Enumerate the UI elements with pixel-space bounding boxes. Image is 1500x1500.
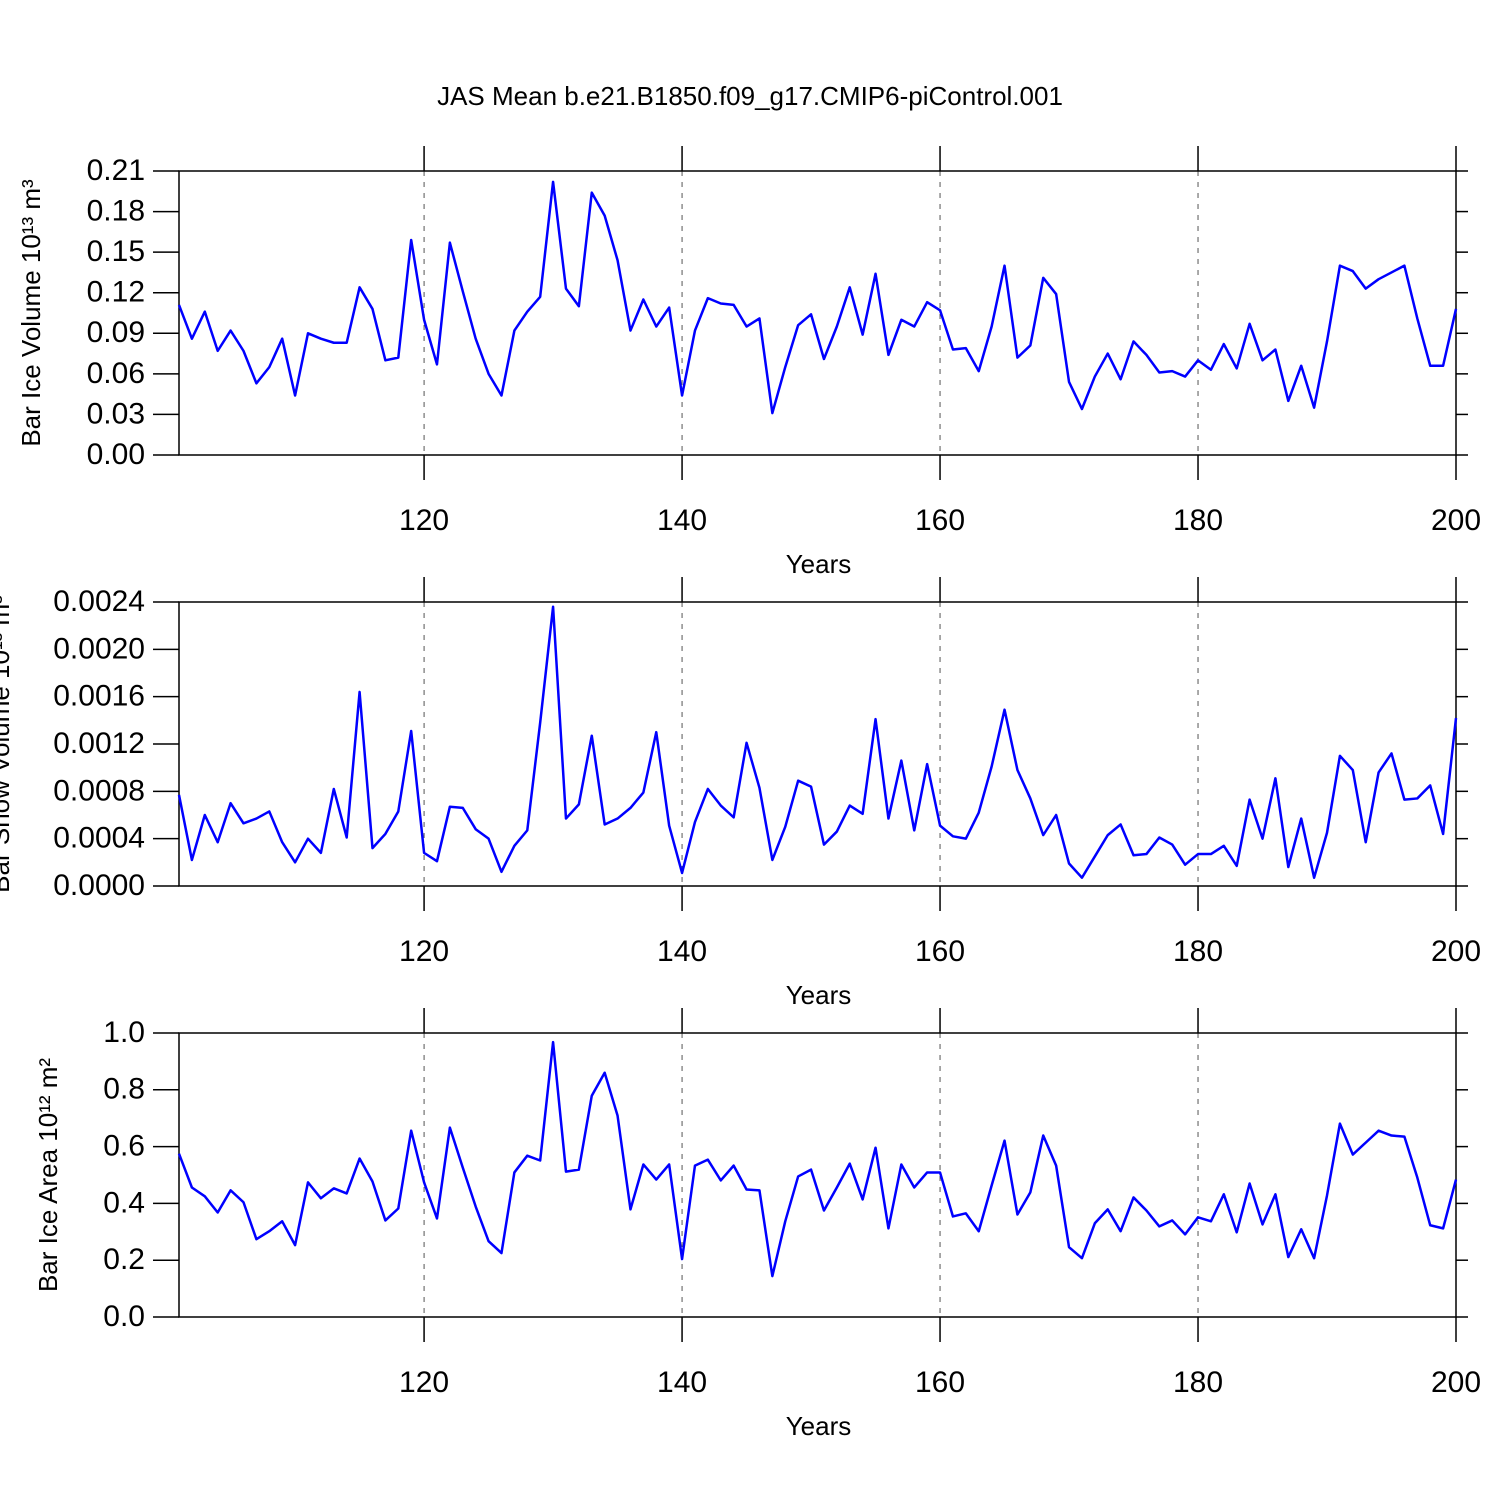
x-tick-label: 200 (1431, 504, 1481, 537)
y-axis-label: Bar Snow Volume 10¹³ m³ (0, 595, 15, 893)
data-line (177, 180, 1458, 415)
y-tick-label: 0.15 (87, 235, 145, 268)
panel: 120 140 160 180 200 0.0000 0.0004 0.0008 0.0012 0… (0, 577, 1481, 1010)
x-tick-label: 180 (1173, 504, 1223, 537)
x-tick-label: 140 (657, 504, 707, 537)
y-tick-label: 0.12 (87, 276, 145, 309)
y-tick-label: 0.6 (103, 1130, 145, 1163)
x-tick-label: 160 (915, 935, 965, 968)
y-tick-label: 0.0016 (53, 680, 145, 713)
plot-frame (178, 601, 1457, 887)
y-tick-label: 0.2 (103, 1243, 145, 1276)
x-tick-label: 120 (399, 1366, 449, 1399)
y-axis-label: Bar Ice Area 10¹² m² (33, 1058, 63, 1292)
data-line (177, 605, 1458, 879)
y-tick-label: 0.21 (87, 154, 145, 187)
y-tick-label: 0.18 (87, 194, 145, 227)
x-axis-label: Years (786, 980, 852, 1010)
y-axis-label: Bar Ice Volume 10¹³ m³ (16, 179, 46, 447)
x-axis-label: Years (786, 549, 852, 579)
y-tick-label: 0.0020 (53, 632, 145, 665)
y-tick-label: 0.0012 (53, 727, 145, 760)
x-tick-label: 180 (1173, 935, 1223, 968)
x-tick-label: 120 (399, 935, 449, 968)
y-tick-label: 0.0 (103, 1300, 145, 1333)
x-tick-label: 160 (915, 1366, 965, 1399)
x-axis-label: Years (786, 1411, 852, 1441)
y-tick-label: 0.09 (87, 316, 145, 349)
panel: 120 140 160 180 200 0.0 0.2 0.4 0.6 0.8 1.0 Years Ba… (33, 1008, 1481, 1441)
x-tick-label: 140 (657, 1366, 707, 1399)
panel: 120 140 160 180 200 0.00 0.03 0.06 0.09 0.12 0.15 0… (16, 146, 1481, 579)
x-tick-label: 180 (1173, 1366, 1223, 1399)
y-tick-label: 0.0004 (53, 822, 145, 855)
y-tick-label: 0.06 (87, 357, 145, 390)
x-tick-label: 200 (1431, 1366, 1481, 1399)
plot-frame (178, 1032, 1457, 1318)
y-tick-label: 0.0008 (53, 774, 145, 807)
x-tick-label: 160 (915, 504, 965, 537)
y-tick-label: 0.4 (103, 1186, 145, 1219)
y-tick-label: 0.03 (87, 397, 145, 430)
y-tick-label: 0.0000 (53, 869, 145, 902)
y-tick-label: 1.0 (103, 1016, 145, 1049)
x-tick-label: 120 (399, 504, 449, 537)
x-tick-label: 200 (1431, 935, 1481, 968)
y-tick-label: 0.0024 (53, 585, 145, 618)
plot-frame (178, 170, 1457, 456)
y-tick-label: 0.8 (103, 1073, 145, 1106)
x-tick-label: 140 (657, 935, 707, 968)
y-tick-label: 0.00 (87, 438, 145, 471)
chart-title: JAS Mean b.e21.B1850.f09_g17.CMIP6-piCon… (437, 81, 1063, 111)
data-line (177, 1040, 1458, 1278)
